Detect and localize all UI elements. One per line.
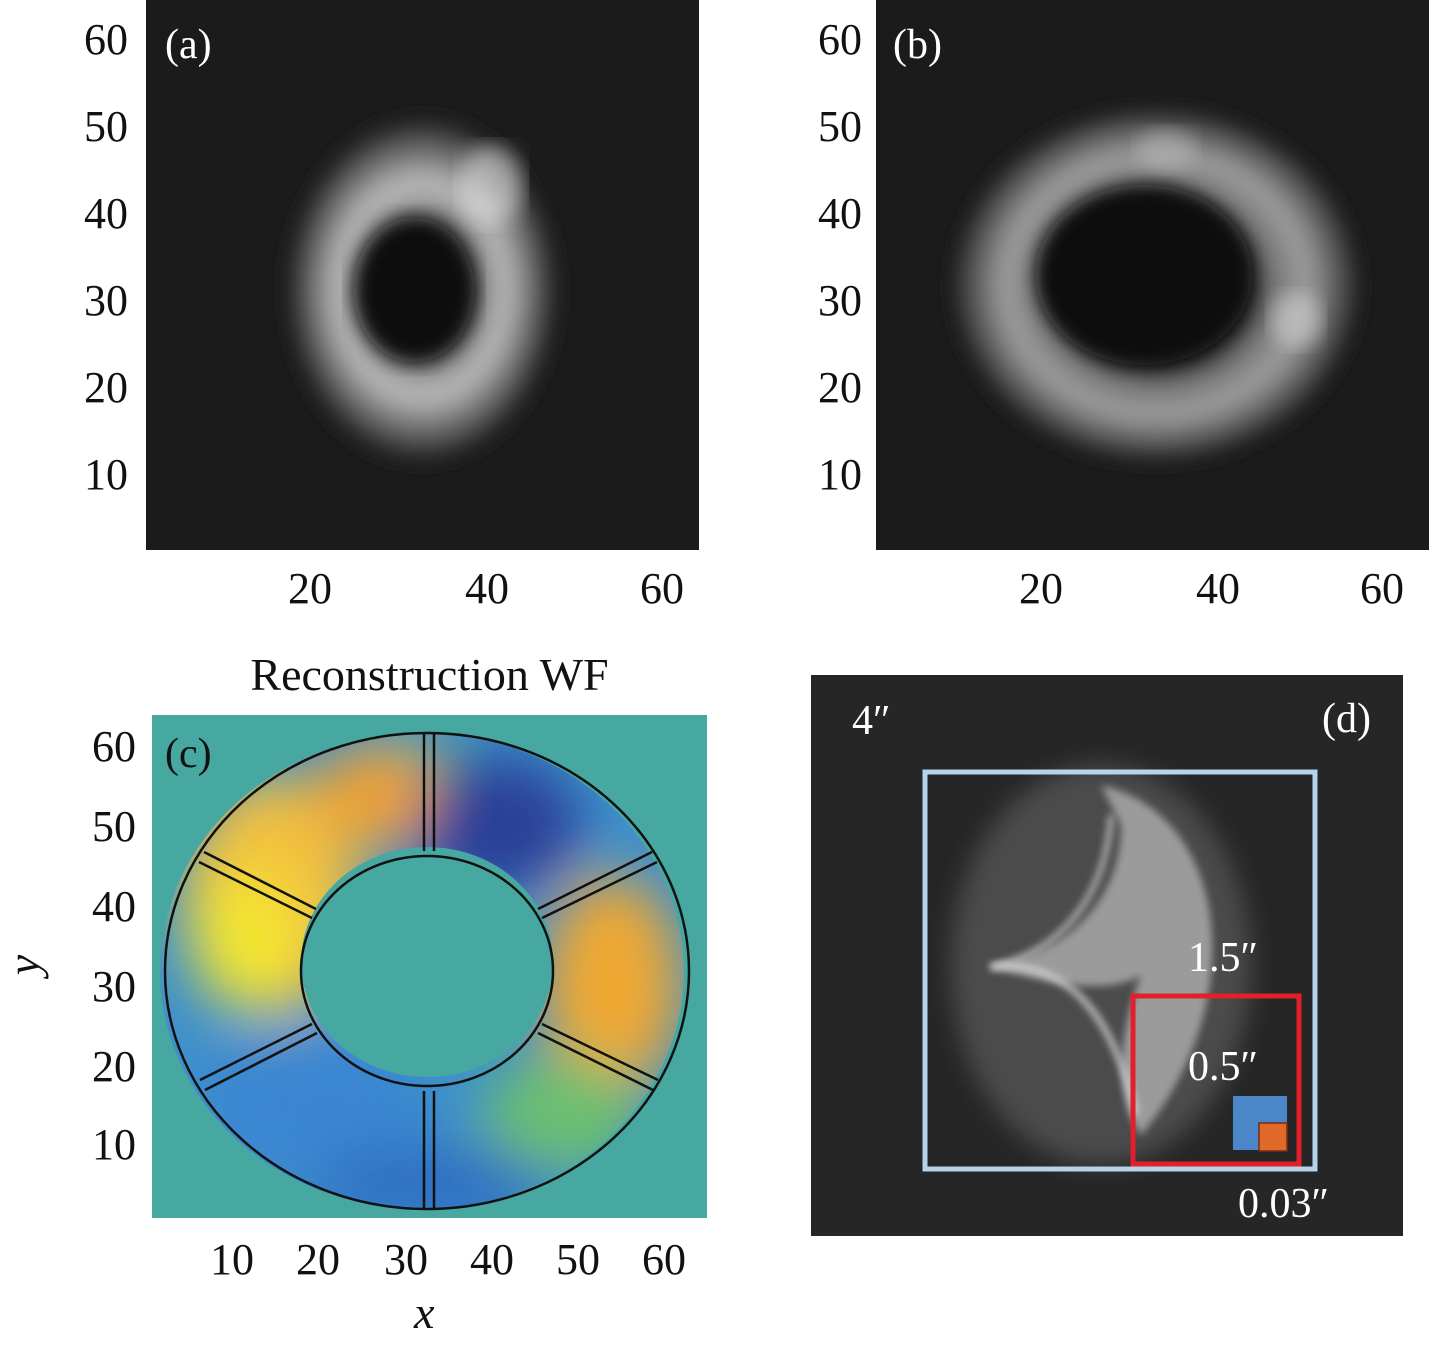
panel-b-image — [876, 0, 1429, 550]
y-tick: 50 — [84, 102, 128, 151]
panel-a-image — [146, 0, 699, 550]
y-tick: 10 — [818, 450, 862, 499]
y-tick: 50 — [818, 102, 862, 151]
y-tick: 40 — [818, 189, 862, 238]
y-tick: 50 — [92, 802, 136, 851]
panel-c-image — [152, 715, 707, 1218]
fov-red-box — [1130, 993, 1302, 1167]
panel-c-label: (c) — [165, 731, 212, 777]
y-tick: 10 — [92, 1120, 136, 1169]
fov-red-box-label: 0.5″ — [1188, 1044, 1258, 1090]
panel-b-label: (b) — [893, 22, 942, 68]
x-tick: 20 — [288, 564, 332, 613]
x-tick: 60 — [642, 1235, 686, 1284]
y-tick: 10 — [84, 450, 128, 499]
panel-c-xlabel: x — [414, 1287, 435, 1338]
y-tick: 20 — [818, 363, 862, 412]
y-tick: 20 — [92, 1042, 136, 1091]
y-tick: 30 — [92, 962, 136, 1011]
x-tick: 50 — [556, 1235, 600, 1284]
panel-c-title: Reconstruction WF — [250, 649, 609, 700]
x-tick: 30 — [384, 1235, 428, 1284]
x-tick: 60 — [1360, 564, 1404, 613]
x-tick: 20 — [1019, 564, 1063, 613]
fov-outer-label: 4″ — [852, 698, 891, 744]
y-tick: 60 — [818, 15, 862, 64]
y-tick: 40 — [84, 189, 128, 238]
y-tick: 20 — [84, 363, 128, 412]
fov-blue-box-label: 1.5″ — [1188, 935, 1258, 981]
x-tick: 40 — [1196, 564, 1240, 613]
y-tick: 60 — [92, 722, 136, 771]
panel-d-image — [811, 675, 1403, 1236]
x-tick: 20 — [296, 1235, 340, 1284]
panel-c-ylabel: y — [0, 954, 50, 976]
fov-blue-box — [922, 769, 1318, 1172]
panel-d-label: (d) — [1322, 696, 1371, 742]
y-tick: 40 — [92, 882, 136, 931]
x-tick: 40 — [465, 564, 509, 613]
x-tick: 10 — [210, 1235, 254, 1284]
y-tick: 30 — [818, 276, 862, 325]
x-tick: 60 — [640, 564, 684, 613]
y-tick: 60 — [84, 15, 128, 64]
fov-orange-square — [1258, 1122, 1288, 1152]
panel-a-label: (a) — [165, 22, 212, 68]
y-tick: 30 — [84, 276, 128, 325]
x-tick: 40 — [470, 1235, 514, 1284]
fov-small-label: 0.03″ — [1238, 1181, 1329, 1227]
